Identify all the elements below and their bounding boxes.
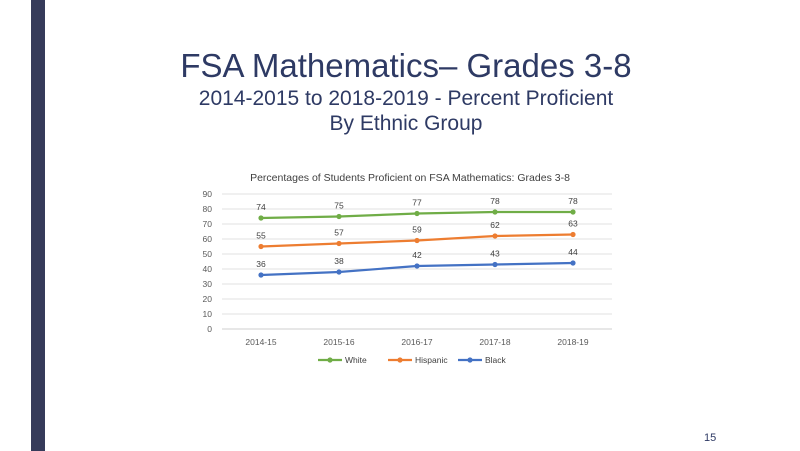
data-label: 43	[490, 249, 500, 259]
data-point-white	[414, 210, 420, 217]
x-tick-label: 2017-18	[479, 337, 510, 347]
data-point-black	[336, 269, 342, 275]
page-number: 15	[704, 432, 717, 444]
data-point-black	[258, 272, 264, 278]
data-label: 42	[412, 250, 422, 260]
data-labels: 74 75 77 78 78 55 57 59 62 63 36 38 42 43 44	[256, 196, 578, 269]
y-tick-label: 20	[203, 294, 213, 304]
data-label: 77	[412, 198, 422, 208]
data-label: 78	[490, 196, 500, 206]
y-tick-label: 10	[203, 309, 213, 319]
y-tick-label: 60	[203, 234, 213, 244]
data-point-black	[414, 263, 420, 269]
data-label: 55	[256, 231, 266, 241]
x-tick-label: 2015-16	[323, 337, 354, 347]
data-label: 78	[568, 196, 578, 206]
legend-marker	[467, 357, 473, 363]
data-point-white	[258, 215, 264, 221]
data-point-hispanic	[336, 240, 342, 247]
y-tick-label: 0	[207, 324, 212, 334]
data-point-hispanic	[258, 243, 264, 250]
data-label: 63	[568, 219, 578, 229]
data-point-hispanic	[570, 231, 576, 238]
gridlines	[222, 193, 612, 330]
legend-item-hispanic: Hispanic	[388, 355, 448, 365]
legend-marker	[327, 357, 333, 363]
accent-bar	[31, 0, 45, 451]
data-label: 59	[412, 225, 422, 235]
y-tick-label: 30	[203, 279, 213, 289]
data-label: 62	[490, 220, 500, 230]
data-point-black	[570, 260, 576, 266]
data-point-white	[570, 209, 576, 215]
legend-label: Black	[485, 355, 507, 365]
legend-item-white: White	[318, 355, 367, 365]
legend-item-black: Black	[458, 355, 507, 365]
x-tick-label: 2016-17	[401, 337, 432, 347]
data-point-white	[492, 209, 498, 215]
legend: White Hispanic Black	[318, 355, 507, 365]
data-label: 44	[568, 247, 578, 257]
legend-label: White	[345, 355, 367, 365]
x-tick-label: 2014-15	[245, 337, 276, 347]
y-tick-label: 50	[203, 249, 213, 259]
series-lines	[258, 209, 576, 278]
chart-title: Percentages of Students Proficient on FS…	[250, 172, 570, 184]
legend-label: Hispanic	[415, 355, 448, 365]
x-axis-ticks: 2014-15 2015-16 2016-17 2017-18 2018-19	[245, 337, 588, 347]
data-point-white	[336, 213, 342, 220]
x-tick-label: 2018-19	[557, 337, 588, 347]
data-label: 38	[334, 256, 344, 266]
data-point-hispanic	[492, 233, 498, 239]
y-tick-label: 80	[203, 204, 213, 214]
slide-title: FSA Mathematics– Grades 3-8	[180, 47, 632, 84]
legend-marker	[397, 357, 403, 363]
data-label: 75	[334, 201, 344, 211]
data-point-hispanic	[414, 237, 420, 244]
y-tick-label: 70	[203, 219, 213, 229]
y-tick-label: 90	[203, 189, 213, 199]
slide-subtitle: 2014-2015 to 2018-2019 - Percent Profici…	[198, 87, 614, 110]
data-point-black	[492, 261, 498, 268]
data-label: 74	[256, 202, 266, 212]
y-axis-ticks: 0 10 20 30 40 50 60 70 80 90	[203, 189, 213, 334]
data-label: 57	[334, 228, 344, 238]
y-tick-label: 40	[203, 264, 213, 274]
data-label: 36	[256, 259, 266, 269]
slide-subtitle-2: By Ethnic Group	[329, 112, 483, 135]
